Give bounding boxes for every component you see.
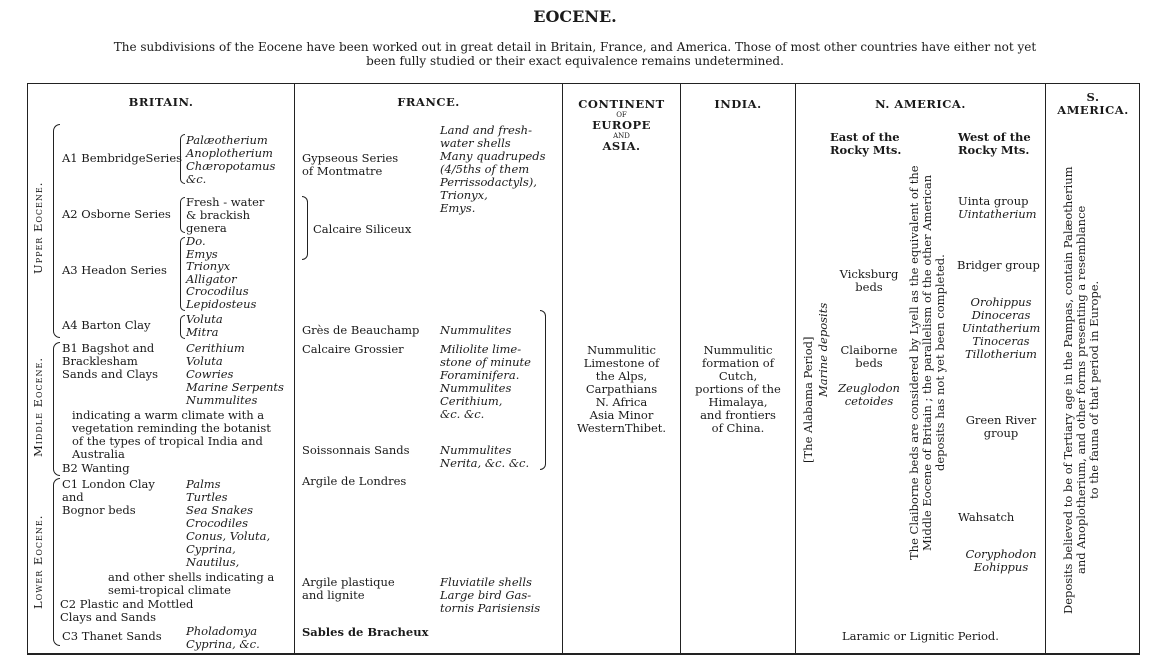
uinta-fossil: Uintatherium xyxy=(958,207,1037,221)
west-header: West of the Rocky Mts. xyxy=(958,130,1031,157)
c3-fossils: Pholadomya Cyprina, &c. xyxy=(186,624,260,651)
argile-plastique: Argile plastique and lignite xyxy=(302,575,395,602)
a3-fossils: Do. Emys Trionyx Alligator Crocodilus Le… xyxy=(186,234,257,311)
gypseous-series: Gypseous Series of Montmatre xyxy=(302,151,399,178)
middle-eocene-label: Middle Eocene. xyxy=(31,357,45,457)
wahsatch-fossils: Coryphodon Eohippus xyxy=(965,547,1037,574)
bridger-group: Bridger group xyxy=(957,258,1040,272)
zeuglodon: Zeuglodon cetoides xyxy=(838,381,900,408)
a4-fossils: Voluta Mitra xyxy=(186,312,223,339)
calcaire-grossier-fossils: Miliolite lime- stone of minute Foramini… xyxy=(440,342,531,421)
vicksburg-beds: Vicksburg beds xyxy=(839,267,899,294)
s-america-header: S. AMERICA. xyxy=(1057,90,1129,117)
upper-eocene-label: Upper Eocene. xyxy=(31,181,45,275)
upper-brace xyxy=(53,124,60,338)
marine-deposits: Marine deposits xyxy=(816,302,830,398)
b2-wanting: B2 Wanting xyxy=(62,461,130,475)
a1-bembridge: A1 BembridgeSeries xyxy=(62,151,183,165)
continent-header: CONTINENT xyxy=(578,97,665,111)
continent-header-europe: EUROPE xyxy=(592,118,651,132)
b1-fossils: Cerithium Voluta Cowries Marine Serpents… xyxy=(186,341,284,407)
calcaire-grossier: Calcaire Grossier xyxy=(302,342,404,356)
s-america-text: Deposits believed to be of Tertiary age … xyxy=(1061,166,1101,614)
soissonnais-sands: Soissonnais Sands xyxy=(302,443,410,457)
lower-brace xyxy=(53,478,60,646)
laramic-period: Laramic or Lignitic Period. xyxy=(842,629,999,643)
c1-note: and other shells indicating a semi-tropi… xyxy=(108,570,275,597)
c2-plastic: C2 Plastic and Mottled Clays and Sands xyxy=(60,597,194,624)
c3-thanet: C3 Thanet Sands xyxy=(62,629,162,643)
gypseous-fossils: Land and fresh- water shells Many quadru… xyxy=(440,123,546,215)
a2-fossils: Fresh - water & brackish genera xyxy=(186,195,265,235)
continent-header-of: OF xyxy=(616,111,627,119)
a1-fossils: Palæotherium Anoplotherium Chæropotamus … xyxy=(186,133,276,186)
argile-de-londres: Argile de Londres xyxy=(302,474,407,488)
continent-text: Nummulitic Limestone of the Alps, Carpat… xyxy=(576,343,667,435)
calcaire-siliceux: Calcaire Siliceux xyxy=(313,222,412,236)
c1-london-clay: C1 London Clay and Bognor beds xyxy=(62,477,155,517)
b1-bagshot: B1 Bagshot and Bracklesham Sands and Cla… xyxy=(62,341,159,381)
b1-note: indicating a warm climate with a vegetat… xyxy=(72,408,271,461)
a4-barton: A4 Barton Clay xyxy=(62,318,151,332)
claiborne-beds: Claiborne beds xyxy=(840,343,898,370)
britain-header: BRITAIN. xyxy=(128,95,194,109)
page-title: EOCENE. xyxy=(533,7,617,26)
green-river-group: Green River group xyxy=(965,413,1037,440)
wahsatch: Wahsatch xyxy=(958,510,1015,524)
soissonnais-fossils: Nummulites Nerita, &c. &c. xyxy=(440,443,530,470)
lyell-note: The Claiborne beds are considered by Lye… xyxy=(907,165,947,561)
a2-osborne: A2 Osborne Series xyxy=(62,207,171,221)
bridger-fossils: Orohippus Dinoceras Uintatherium Tinocer… xyxy=(961,295,1041,361)
india-text: Nummulitic formation of Cutch, portions … xyxy=(695,343,781,435)
argile-plastique-fossils: Fluviatile shells Large bird Gas- tornis… xyxy=(440,575,541,615)
france-header: FRANCE. xyxy=(397,95,460,109)
a3-headon: A3 Headon Series xyxy=(62,263,167,277)
continent-header-and: AND xyxy=(613,132,630,140)
india-header: INDIA. xyxy=(714,97,762,111)
east-header: East of the Rocky Mts. xyxy=(830,130,902,157)
sables-de-bracheux: Sables de Bracheux xyxy=(302,625,429,639)
lower-eocene-label: Lower Eocene. xyxy=(31,514,45,610)
middle-brace xyxy=(53,342,60,476)
intro-text: The subdivisions of the Eocene have been… xyxy=(113,40,1037,68)
c1-fossils: Palms Turtles Sea Snakes Crocodiles Conu… xyxy=(186,477,271,569)
uinta-group: Uinta group xyxy=(958,194,1029,208)
gres-fossils: Nummulites xyxy=(440,323,512,337)
n-america-header: N. AMERICA. xyxy=(875,97,966,111)
gres-de-beauchamp: Grès de Beauchamp xyxy=(302,323,420,337)
alabama-period: [The Alabama Period] xyxy=(801,336,815,464)
continent-header-asia: ASIA. xyxy=(602,139,641,153)
